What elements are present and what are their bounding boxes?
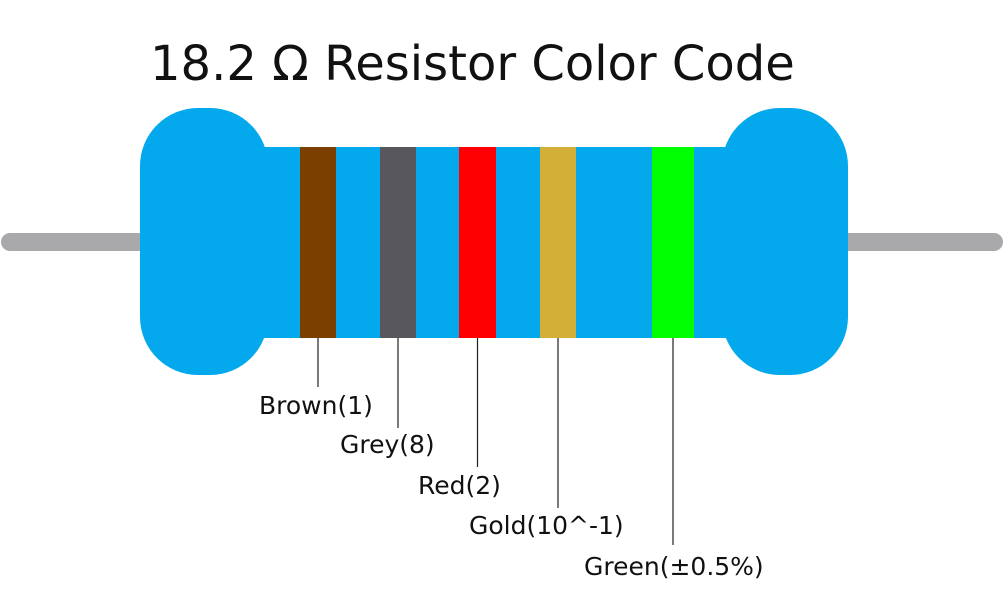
color-band bbox=[459, 147, 496, 338]
band-label: Green(±0.5%) bbox=[584, 552, 764, 581]
band-label: Brown(1) bbox=[259, 391, 373, 420]
band-label: Grey(8) bbox=[340, 430, 435, 459]
color-band bbox=[652, 147, 694, 338]
color-band bbox=[300, 147, 336, 338]
band-label: Red(2) bbox=[418, 471, 501, 500]
color-band bbox=[380, 147, 416, 338]
title: 18.2 Ω Resistor Color Code bbox=[150, 36, 795, 92]
bands: Brown(1) Grey(8) Red(2) Gold(10^-1) Green(±0… bbox=[259, 147, 764, 581]
right-cap bbox=[722, 108, 848, 375]
color-band bbox=[540, 147, 576, 338]
left-cap bbox=[140, 108, 268, 375]
band-label: Gold(10^-1) bbox=[469, 511, 624, 540]
